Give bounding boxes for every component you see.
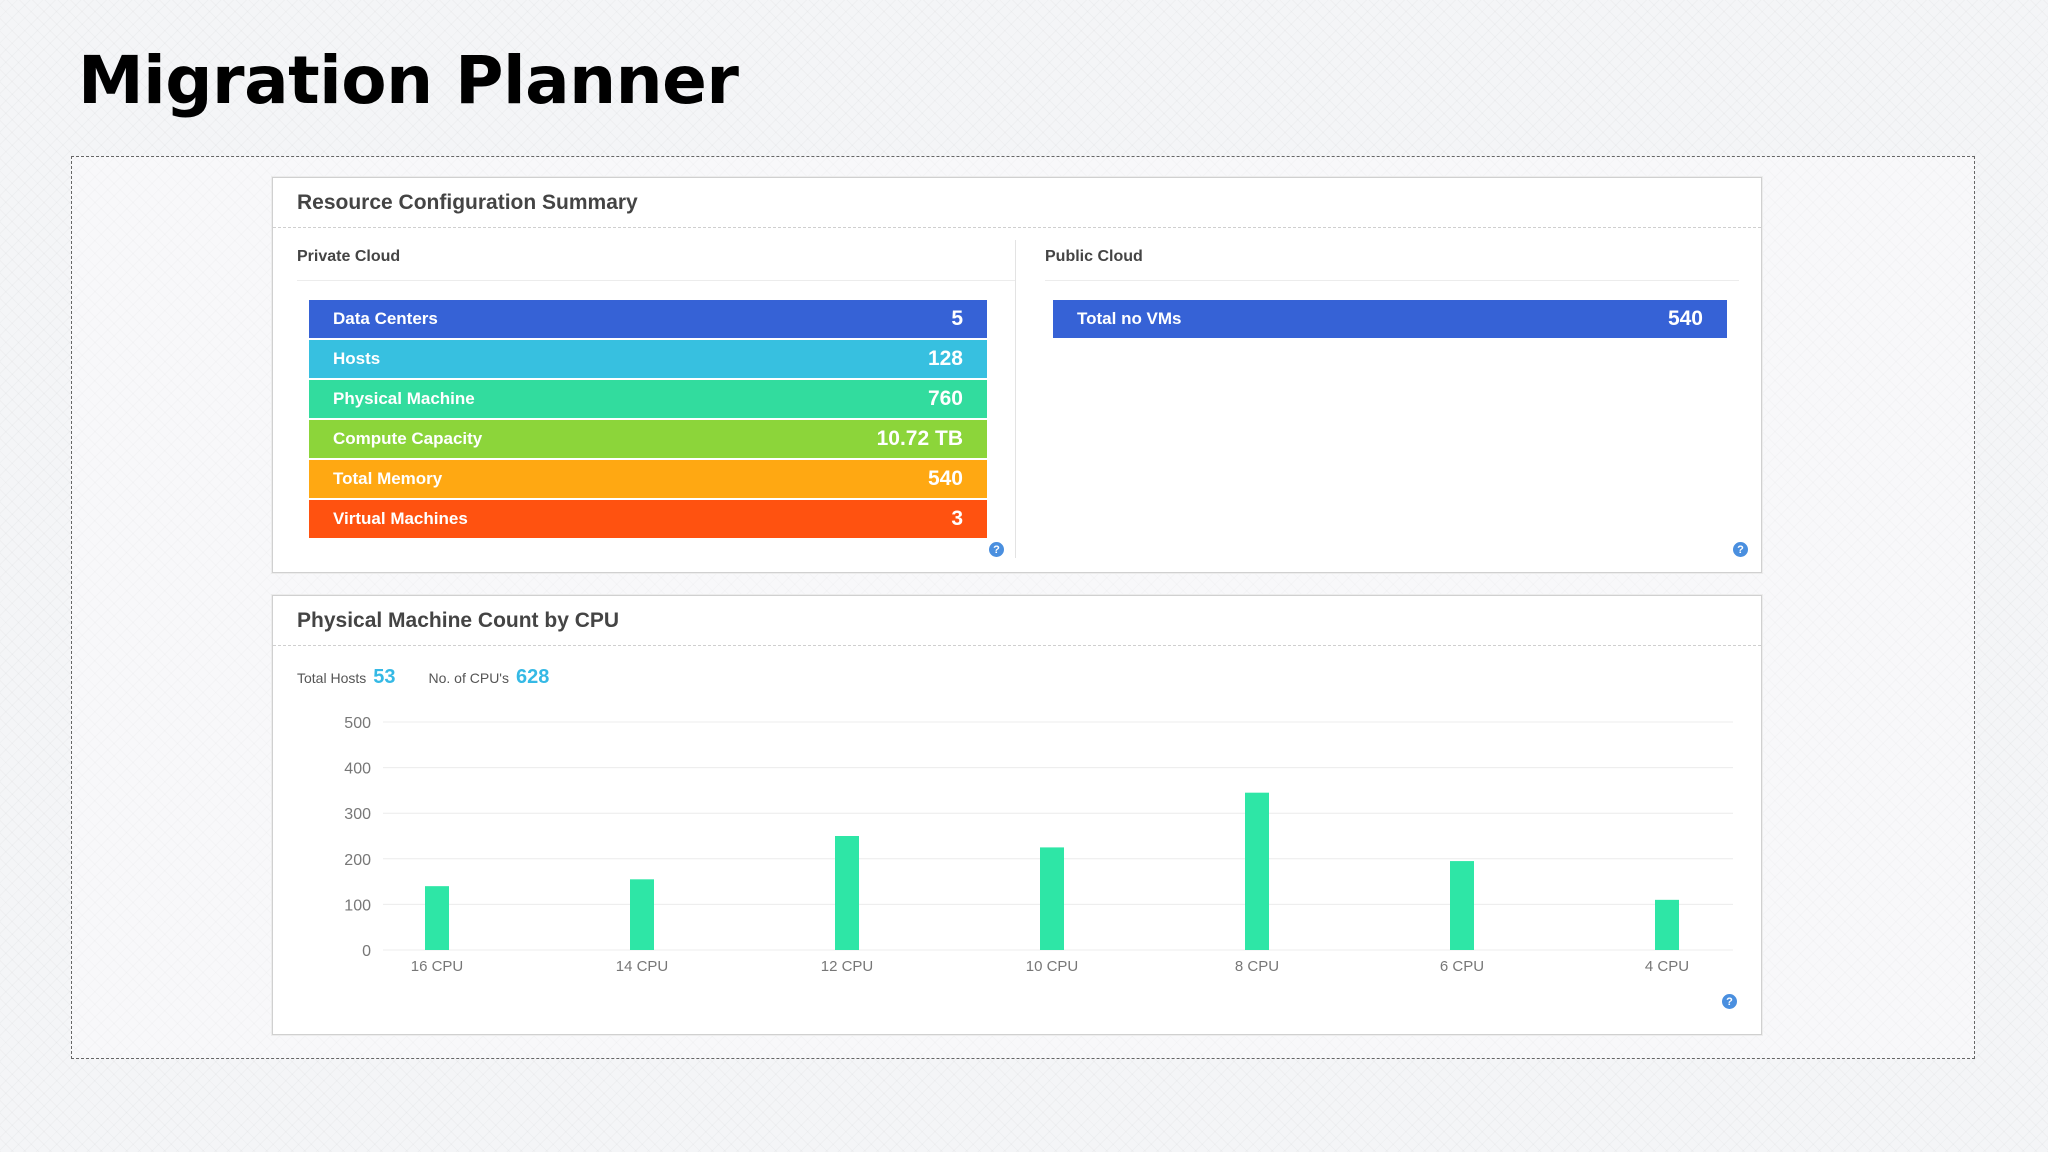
metric-physical-machine[interactable]: Physical Machine 760 [309, 380, 987, 418]
bar[interactable] [1655, 899, 1679, 950]
cpu-count-value: 628 [515, 666, 550, 688]
total-hosts-label: Total Hosts [297, 670, 367, 686]
private-cloud-rule [297, 280, 1015, 281]
metric-label: Total no VMs [1077, 309, 1182, 328]
bar[interactable] [630, 879, 654, 950]
metric-label: Data Centers [333, 309, 438, 328]
metric-value: 540 [927, 467, 963, 490]
x-tick-label: 10 CPU [1026, 958, 1079, 975]
help-circle-icon[interactable]: ? [1733, 542, 1748, 557]
y-tick-label: 0 [362, 943, 371, 960]
public-cloud-title: Public Cloud [1045, 248, 1143, 265]
help-circle-icon[interactable]: ? [1722, 994, 1737, 1009]
x-tick-label: 4 CPU [1645, 958, 1689, 975]
cpu-count-label: No. of CPU's [428, 670, 509, 686]
metric-value: 540 [1667, 307, 1703, 330]
metric-value: 3 [951, 507, 963, 530]
bar[interactable] [1040, 847, 1064, 950]
metric-virtual-machines[interactable]: Virtual Machines 3 [309, 500, 987, 538]
metric-value: 5 [951, 307, 963, 330]
metric-label: Compute Capacity [333, 429, 483, 448]
metric-value: 128 [927, 347, 963, 370]
bar[interactable] [425, 886, 449, 950]
metric-data-centers[interactable]: Data Centers 5 [309, 300, 987, 338]
bar[interactable] [1245, 792, 1269, 950]
y-tick-label: 200 [344, 852, 371, 869]
total-hosts-value: 53 [373, 666, 396, 688]
page-title: Migration Planner [78, 42, 739, 119]
cloud-divider [1015, 240, 1016, 558]
resource-summary-panel: Resource Configuration Summary Private C… [272, 177, 1762, 573]
metric-value: 760 [927, 387, 963, 410]
cpu-bar-chart: 0 100 200 300 400 500 16 CPU 14 CPU 12 CPU 10 CPU… [344, 715, 1733, 975]
x-tick-label: 6 CPU [1440, 958, 1484, 975]
resource-summary-title: Resource Configuration Summary [273, 178, 1761, 228]
metric-label: Virtual Machines [333, 509, 468, 528]
public-cloud-rule [1045, 280, 1739, 281]
y-tick-label: 300 [344, 806, 371, 823]
metric-value: 10.72 TB [876, 427, 963, 450]
y-tick-label: 100 [344, 897, 371, 914]
help-circle-icon[interactable]: ? [989, 542, 1004, 557]
metric-compute-capacity[interactable]: Compute Capacity 10.72 TB [309, 420, 987, 458]
dashboard-frame: Resource Configuration Summary Private C… [71, 156, 1975, 1059]
bar[interactable] [1450, 861, 1474, 950]
bar[interactable] [835, 836, 859, 950]
metric-total-vms[interactable]: Total no VMs 540 [1053, 300, 1727, 338]
metric-total-memory[interactable]: Total Memory 540 [309, 460, 987, 498]
metric-label: Total Memory [333, 469, 443, 488]
x-tick-label: 16 CPU [411, 958, 464, 975]
y-tick-label: 400 [344, 761, 371, 778]
x-tick-label: 8 CPU [1235, 958, 1279, 975]
y-tick-label: 500 [344, 715, 371, 732]
x-tick-label: 12 CPU [821, 958, 874, 975]
cpu-stats: Total Hosts 53 No. of CPU's 628 [297, 666, 549, 689]
metric-hosts[interactable]: Hosts 128 [309, 340, 987, 378]
private-cloud-title: Private Cloud [297, 248, 401, 265]
metric-label: Hosts [333, 349, 381, 368]
cpu-count-title: Physical Machine Count by CPU [273, 596, 1761, 646]
x-tick-label: 14 CPU [616, 958, 669, 975]
metric-label: Physical Machine [333, 389, 475, 408]
cpu-count-panel: Physical Machine Count by CPU Total Host… [272, 595, 1762, 1035]
